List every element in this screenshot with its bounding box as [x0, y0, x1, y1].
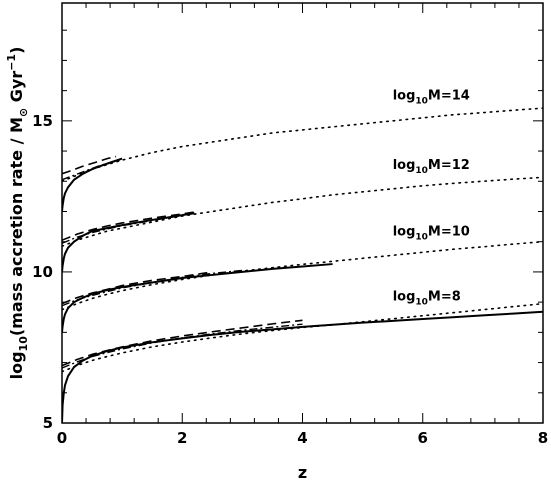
x-tick-label: 2 — [177, 429, 187, 447]
y-tick-label: 5 — [43, 414, 53, 432]
plot-frame — [61, 2, 544, 424]
series-line-solid — [62, 157, 123, 212]
mass-annotation: log10M=10 — [393, 225, 470, 243]
series-line-dotted — [62, 107, 543, 183]
series-line-dotted — [62, 302, 543, 373]
series-line-dashed — [62, 211, 195, 241]
series-line-dashdot — [62, 269, 243, 307]
y-axis-label: log10(mass accretion rate / M⊙ Gyr−1) — [5, 47, 30, 380]
mass-annotation: log10M=14 — [393, 89, 470, 107]
plot-layer — [62, 107, 543, 423]
series-line-dotted — [62, 176, 543, 248]
series-line-solid — [62, 310, 543, 423]
mass-annotation: log10M=8 — [393, 290, 461, 308]
y-tick-label: 15 — [32, 112, 53, 130]
series-line-dashdot — [62, 212, 195, 244]
x-axis-label: z — [298, 463, 307, 482]
x-tick-label: 6 — [418, 429, 428, 447]
series-line-solid — [62, 263, 333, 333]
series-line-dotted — [62, 240, 543, 311]
axes-layer: 0 2 4 6 8 5 10 15 — [32, 2, 548, 447]
series-line-dashed — [62, 271, 213, 305]
x-tick-label: 4 — [297, 429, 307, 447]
y-tick-label: 10 — [32, 263, 53, 281]
series-line-dashdot — [62, 323, 303, 369]
x-tick-label: 8 — [538, 429, 548, 447]
series-line-solid — [62, 212, 195, 273]
x-tick-label: 0 — [57, 429, 67, 447]
label-layer: z log10(mass accretion rate / M⊙ Gyr−1) lo… — [5, 47, 470, 482]
series-line-dashed — [62, 155, 117, 175]
mass-annotation: log10M=12 — [393, 158, 470, 176]
